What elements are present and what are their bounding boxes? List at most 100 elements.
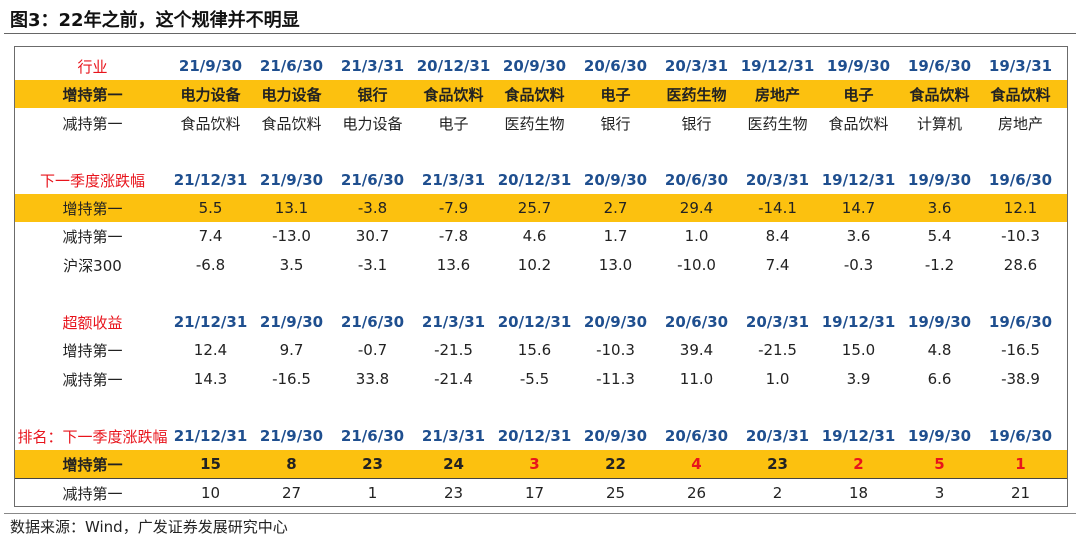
row-label: 减持第一 <box>62 114 123 133</box>
table-cell: -3.1 <box>357 256 388 274</box>
table-cell: -5.5 <box>519 370 550 388</box>
table-cell: -13.0 <box>272 227 311 245</box>
column-header-date: 20/12/31 <box>497 427 572 445</box>
table-row: 增持第一 5.5 13.1 -3.8 -7.9 25.7 2.7 29.4 -14.1 14.7 3… <box>15 194 1067 222</box>
table-cell: -7.9 <box>438 199 469 217</box>
table-cell: -16.5 <box>1001 341 1040 359</box>
table-cell: 电子 <box>438 114 469 133</box>
table-cell: 15.6 <box>517 341 552 359</box>
table-cell: 26 <box>686 484 707 502</box>
table-row: 增持第一 12.4 9.7 -0.7 -21.5 15.6 -10.3 39.4 -21.5 15… <box>15 336 1067 364</box>
table-cell: 3.6 <box>846 227 871 245</box>
column-header-date: 20/3/31 <box>745 171 810 189</box>
table-cell: 23 <box>362 455 383 473</box>
table-cell: 23 <box>443 484 464 502</box>
column-header-date: 19/9/30 <box>826 57 891 75</box>
row-divider <box>15 478 1067 479</box>
table-cell: 房地产 <box>754 85 800 104</box>
column-header-date: 21/12/31 <box>173 313 248 331</box>
table-cell: 医药生物 <box>666 85 727 104</box>
column-header-date: 20/9/30 <box>502 57 567 75</box>
section-header-row: 下一季度涨跌幅 21/12/31 21/9/30 21/6/30 21/3/31 20/1… <box>15 166 1067 194</box>
table-cell: 21 <box>1010 484 1031 502</box>
column-header-date: 20/9/30 <box>583 313 648 331</box>
table-cell: 电力设备 <box>342 114 403 133</box>
table-cell: 3.9 <box>846 370 871 388</box>
column-header-date: 21/9/30 <box>259 427 324 445</box>
source-note: 数据来源：Wind，广发证券发展研究中心 <box>10 518 288 536</box>
table-cell: 3.6 <box>927 199 952 217</box>
table-cell: 计算机 <box>916 114 962 133</box>
table-cell: -7.8 <box>438 227 469 245</box>
column-header-date: 21/6/30 <box>340 427 405 445</box>
table-cell: 电力设备 <box>261 85 322 104</box>
table-cell: 10 <box>200 484 221 502</box>
column-header-date: 20/6/30 <box>583 57 648 75</box>
table-row: 增持第一 15 8 23 24 3 22 4 23 2 5 1 <box>15 450 1067 478</box>
table-cell: 银行 <box>600 114 631 133</box>
table-cell: 食品饮料 <box>990 85 1051 104</box>
table-cell: 食品饮料 <box>909 85 970 104</box>
column-header-date: 20/12/31 <box>497 171 572 189</box>
column-header-date: 21/6/30 <box>259 57 324 75</box>
section-header-label: 下一季度涨跌幅 <box>39 171 145 190</box>
table-row: 沪深300 -6.8 3.5 -3.1 13.6 10.2 13.0 -10.0 7.4 -0.3… <box>15 251 1067 279</box>
table-cell: -21.5 <box>758 341 797 359</box>
table-cell: 9.7 <box>279 341 304 359</box>
table-cell: 30.7 <box>355 227 390 245</box>
table-cell: 23 <box>767 455 788 473</box>
table-cell: 8 <box>286 455 297 473</box>
title-divider <box>4 33 1076 34</box>
column-header-date: 21/12/31 <box>173 427 248 445</box>
table-cell: 3 <box>529 455 540 473</box>
table-cell: 电子 <box>600 85 631 104</box>
table-cell: 11.0 <box>679 370 714 388</box>
section-header-row: 超额收益 21/12/31 21/9/30 21/6/30 21/3/31 20/12/3… <box>15 308 1067 336</box>
column-header-date: 20/12/31 <box>497 313 572 331</box>
row-label: 增持第一 <box>62 199 123 218</box>
table-cell: -10.3 <box>1001 227 1040 245</box>
table-row: 减持第一 10 27 1 23 17 25 26 2 18 3 21 <box>15 479 1067 507</box>
table-cell: -38.9 <box>1001 370 1040 388</box>
table-cell: 3 <box>934 484 945 502</box>
table-cell: 15 <box>200 455 221 473</box>
table-cell: 7.4 <box>765 256 790 274</box>
table-cell: 医药生物 <box>747 114 808 133</box>
table-cell: -21.4 <box>434 370 473 388</box>
figure-title: 图3：22年之前，这个规律并不明显 <box>10 10 300 31</box>
table-row: 减持第一 14.3 -16.5 33.8 -21.4 -5.5 -11.3 11.0 1.0 3.… <box>15 365 1067 393</box>
table-cell: 8.4 <box>765 227 790 245</box>
table-cell: 13.1 <box>274 199 309 217</box>
table-cell: -1.2 <box>924 256 955 274</box>
table-cell: 18 <box>848 484 869 502</box>
column-header-date: 19/12/31 <box>821 313 896 331</box>
table-cell: 1.7 <box>603 227 628 245</box>
column-header-date: 19/12/31 <box>740 57 815 75</box>
column-header-date: 20/9/30 <box>583 171 648 189</box>
row-label: 减持第一 <box>62 484 123 503</box>
table-cell: 4.8 <box>927 341 952 359</box>
row-label: 沪深300 <box>63 256 122 275</box>
table-cell: -21.5 <box>434 341 473 359</box>
column-header-date: 21/6/30 <box>340 313 405 331</box>
source-divider <box>4 513 1076 514</box>
table-cell: 房地产 <box>997 114 1043 133</box>
table-cell: 12.4 <box>193 341 228 359</box>
table-cell: 29.4 <box>679 199 714 217</box>
table-cell: 2.7 <box>603 199 628 217</box>
column-header-date: 21/3/31 <box>340 57 405 75</box>
column-header-date: 20/3/31 <box>745 427 810 445</box>
table-cell: 4.6 <box>522 227 547 245</box>
table-cell: 33.8 <box>355 370 390 388</box>
column-header-date: 21/12/31 <box>173 171 248 189</box>
table-cell: 5 <box>934 455 945 473</box>
table-cell: 10.2 <box>517 256 552 274</box>
table-cell: 13.0 <box>598 256 633 274</box>
table-row: 减持第一 食品饮料 食品饮料 电力设备 电子 医药生物 银行 银行 医药生物 食品饮料 计算机 房地产 <box>15 109 1067 137</box>
table-cell: 3.5 <box>279 256 304 274</box>
column-header-date: 19/6/30 <box>988 171 1053 189</box>
table-cell: 电力设备 <box>180 85 241 104</box>
column-header-date: 21/3/31 <box>421 427 486 445</box>
table-cell: -14.1 <box>758 199 797 217</box>
section-header-label: 超额收益 <box>62 313 123 332</box>
